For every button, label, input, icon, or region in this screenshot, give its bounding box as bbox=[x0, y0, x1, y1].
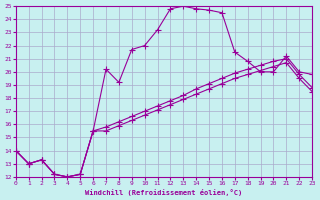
X-axis label: Windchill (Refroidissement éolien,°C): Windchill (Refroidissement éolien,°C) bbox=[85, 189, 243, 196]
